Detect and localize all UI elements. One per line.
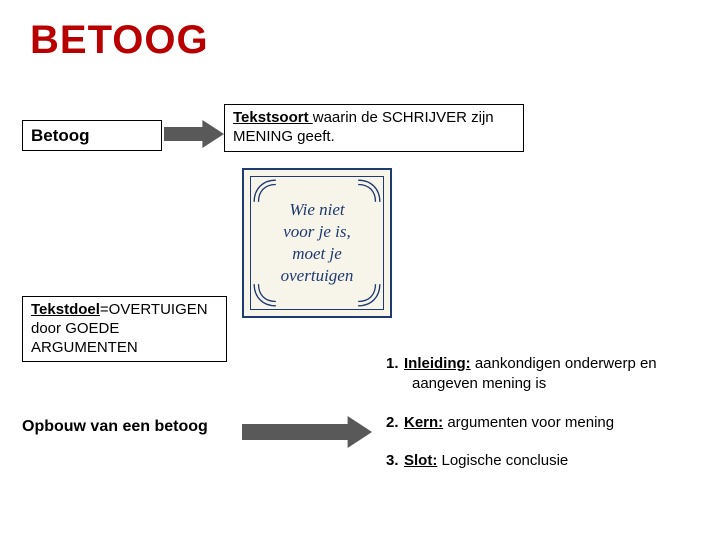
list-num: 3. (386, 451, 404, 471)
arrow-betoog-to-tekstsoort (162, 118, 226, 150)
list-num: 2. (386, 413, 404, 433)
arrow-opbouw-to-list (240, 414, 374, 450)
box-betoog: Betoog (22, 120, 162, 151)
box-tekstdoel: Tekstdoel=OVERTUIGEN door GOEDE ARGUMENT… (22, 296, 227, 362)
structure-list: 1.Inleiding: aankondigen onderwerp en aan… (382, 354, 702, 489)
list-item: 3.Slot: Logische conclusie (382, 451, 702, 471)
tekstsoort-lead: Tekstsoort (233, 109, 313, 126)
list-num: 1. (386, 354, 404, 374)
tekstdoel-lead: Tekstdoel (31, 301, 100, 318)
tile-text: Wie nietvoor je is,moet jeovertuigen (257, 199, 377, 287)
list-lead: Kern: (404, 414, 443, 431)
list-item: 2.Kern: argumenten voor mening (382, 413, 702, 433)
list-rest: Logische conclusie (437, 452, 568, 469)
tile-quote: Wie nietvoor je is,moet jeovertuigen (242, 168, 392, 318)
list-rest-cont: aangeven mening is (386, 375, 546, 392)
list-lead: Inleiding: (404, 355, 471, 372)
list-item: 1.Inleiding: aankondigen onderwerp en aan… (382, 354, 702, 395)
slide-title: BETOOG (30, 18, 209, 63)
list-rest: argumenten voor mening (443, 414, 614, 431)
list-lead: Slot: (404, 452, 437, 469)
list-rest: aankondigen onderwerp en (471, 355, 657, 372)
label-opbouw: Opbouw van een betoog (22, 418, 237, 442)
box-tekstsoort: Tekstsoort waarin de SCHRIJVER zijn MENI… (224, 104, 524, 152)
